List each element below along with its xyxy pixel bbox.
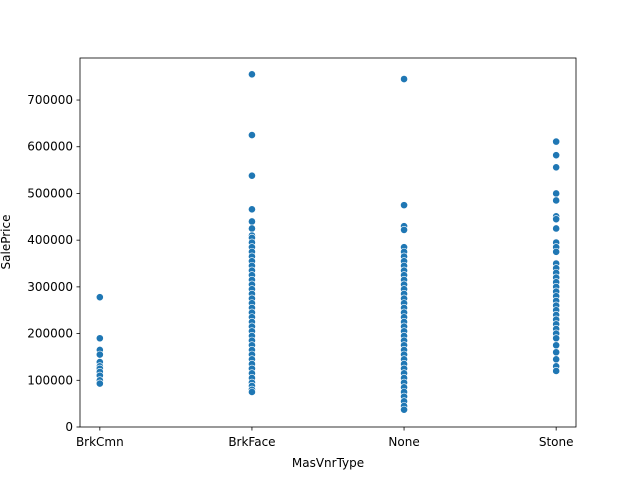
data-point bbox=[552, 367, 561, 375]
data-points bbox=[95, 70, 561, 414]
data-point bbox=[95, 293, 104, 302]
data-point bbox=[95, 379, 104, 388]
y-tick-label: 100000 bbox=[27, 373, 73, 387]
data-point bbox=[400, 225, 408, 234]
data-point bbox=[552, 137, 561, 146]
plot-area bbox=[79, 57, 577, 428]
data-point bbox=[552, 247, 561, 256]
y-tick-label: 700000 bbox=[27, 93, 73, 107]
data-point bbox=[400, 75, 408, 83]
y-tick-label: 300000 bbox=[27, 280, 73, 294]
y-tick-label: 0 bbox=[65, 420, 73, 434]
x-tick-label: BrkFace bbox=[228, 435, 275, 449]
data-point bbox=[552, 196, 561, 205]
y-tick-label: 400000 bbox=[27, 233, 73, 247]
data-point bbox=[552, 151, 561, 160]
y-tick-label: 200000 bbox=[27, 327, 73, 341]
data-point bbox=[552, 334, 561, 343]
data-point bbox=[95, 334, 104, 343]
data-point bbox=[552, 215, 561, 224]
y-axis: 0 100000 200000 300000 400000 500000 600000 700… bbox=[27, 93, 80, 434]
data-point bbox=[552, 355, 561, 364]
data-point bbox=[95, 350, 104, 359]
data-point bbox=[248, 388, 256, 396]
data-point bbox=[552, 224, 561, 233]
data-point bbox=[248, 171, 256, 180]
y-tick-label: 600000 bbox=[27, 140, 73, 154]
data-point bbox=[248, 224, 256, 233]
data-point bbox=[552, 189, 561, 198]
data-point bbox=[552, 163, 561, 172]
data-point bbox=[400, 405, 408, 414]
data-point bbox=[552, 348, 561, 357]
data-point bbox=[248, 131, 256, 139]
data-point bbox=[248, 205, 256, 214]
y-axis-label: SalePrice bbox=[0, 215, 13, 270]
y-tick-label: 500000 bbox=[27, 186, 73, 200]
x-axis-label: MasVnrType bbox=[292, 456, 364, 470]
x-tick-label: BrkCmn bbox=[76, 435, 124, 449]
data-point bbox=[248, 217, 256, 226]
x-tick-label: None bbox=[388, 435, 419, 449]
data-point bbox=[400, 201, 408, 210]
x-axis: BrkCmn BrkFace None Stone bbox=[76, 427, 574, 449]
x-tick-label: Stone bbox=[539, 435, 574, 449]
data-point bbox=[552, 341, 561, 350]
data-point bbox=[248, 70, 256, 79]
